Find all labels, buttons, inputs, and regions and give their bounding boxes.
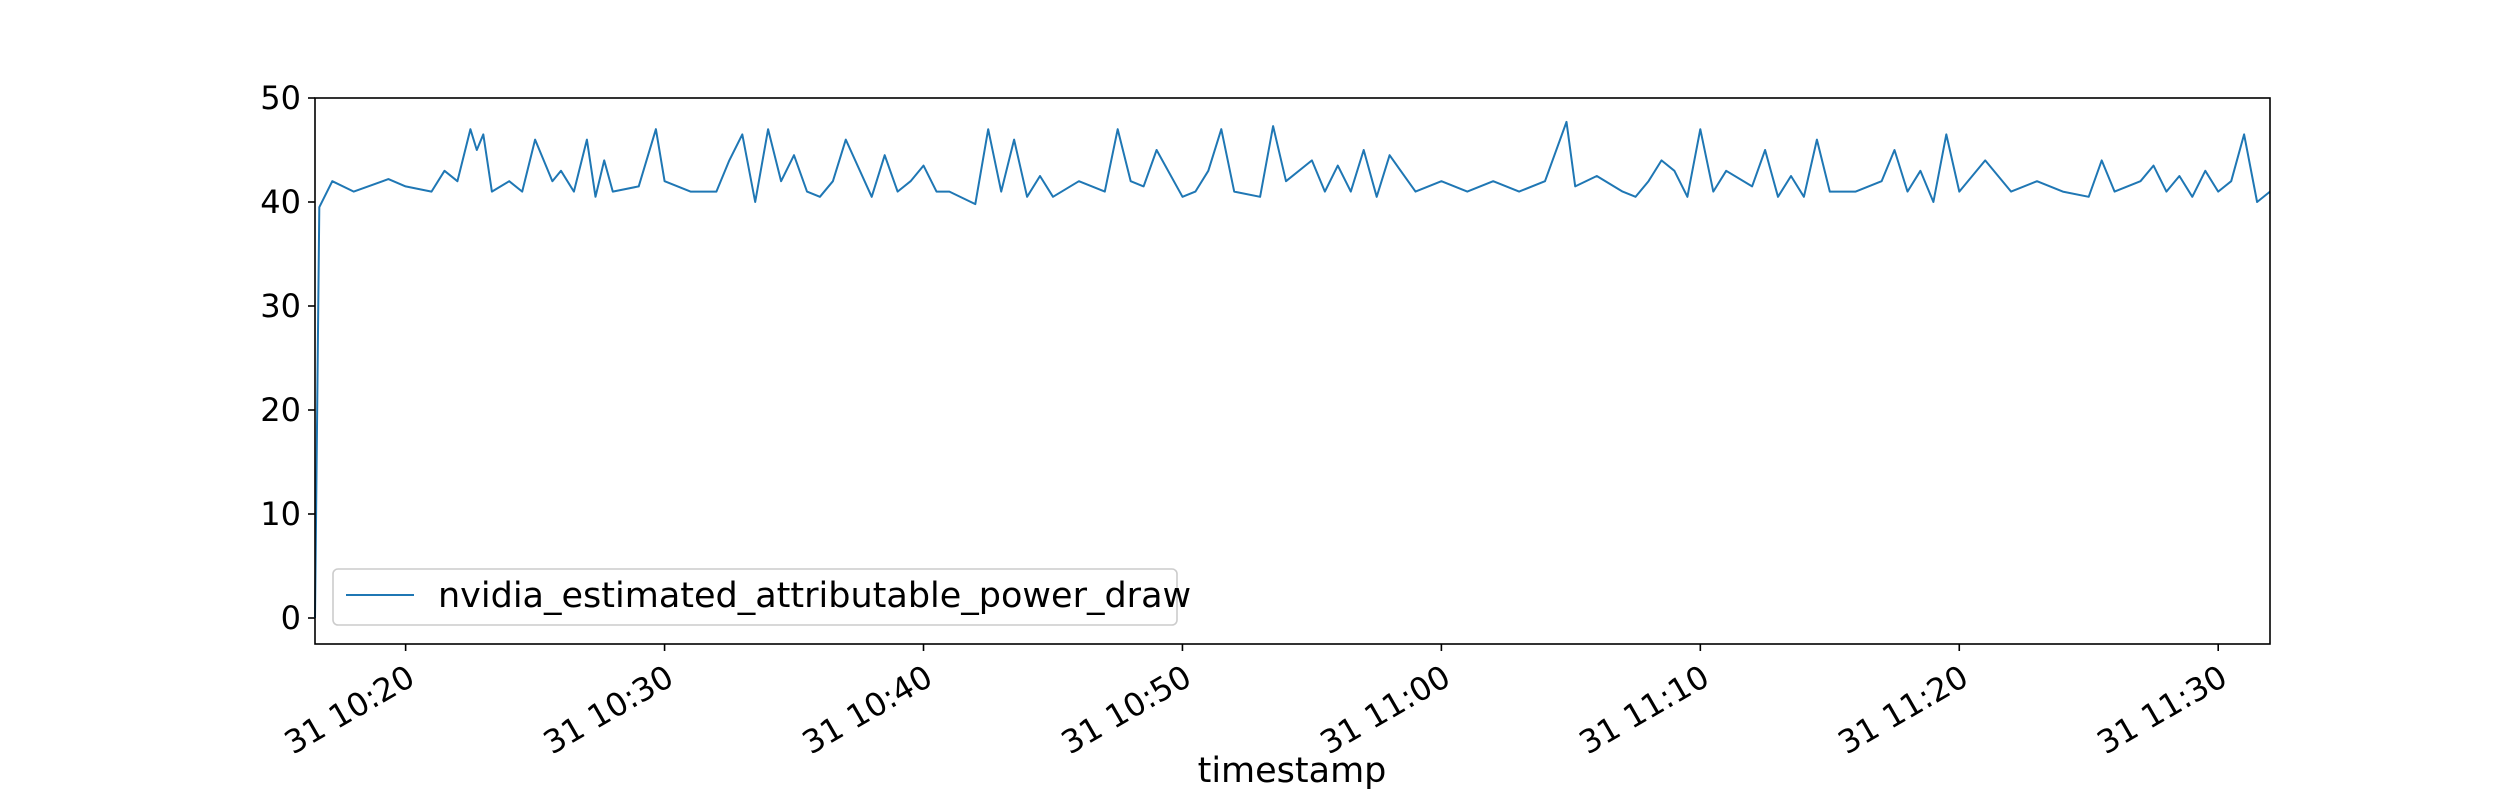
x-tick-label: 31 11:30	[2090, 657, 2233, 761]
plot-area-background	[315, 98, 2270, 644]
plot-frame	[314, 97, 2271, 645]
x-tick-label: 31 11:00	[1314, 657, 1457, 761]
x-tick-label: 31 10:20	[278, 657, 421, 761]
legend-box	[332, 568, 1178, 626]
series-layer	[314, 120, 2271, 619]
x-axis-label: timestamp	[1198, 751, 1387, 791]
x-tick-label: 31 11:10	[1573, 657, 1716, 761]
y-tick-label: 40	[260, 183, 301, 221]
x-tick-label: 31 10:50	[1055, 657, 1198, 761]
series-line	[314, 120, 2271, 619]
legend: nvidia_estimated_attributable_power_draw	[332, 568, 1191, 626]
legend-label: nvidia_estimated_attributable_power_draw	[438, 576, 1191, 616]
y-tick-label: 50	[260, 79, 301, 117]
y-tick-label: 10	[260, 495, 301, 533]
y-tick-label: 30	[260, 287, 301, 325]
y-tick-label: 20	[260, 391, 301, 429]
x-tick-label: 31 10:40	[796, 657, 939, 761]
x-tick-label: 31 11:20	[1832, 657, 1975, 761]
x-tick-label: 31 10:30	[537, 657, 680, 761]
y-tick-label: 0	[281, 599, 301, 637]
